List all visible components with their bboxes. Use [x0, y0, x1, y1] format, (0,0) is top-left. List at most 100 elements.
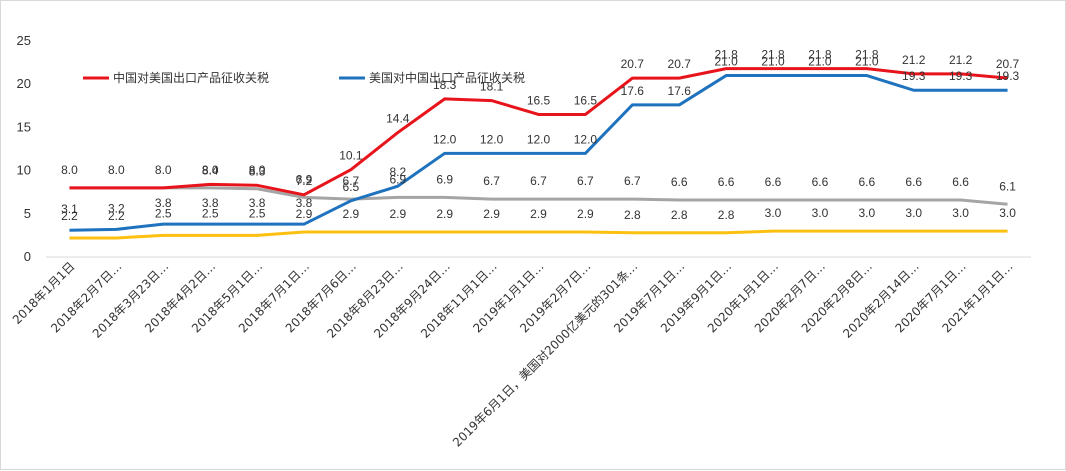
data-label-s0-11: 16.5 [574, 93, 598, 107]
data-label-s2-14: 6.6 [718, 175, 735, 189]
data-label-s1-11: 12.0 [574, 132, 598, 146]
data-label-s0-7: 14.4 [386, 112, 410, 126]
data-label-s0-5: 7.2 [296, 174, 313, 188]
data-label-s1-5: 3.8 [296, 196, 313, 210]
data-label-s1-20: 19.3 [996, 69, 1020, 83]
data-label-s2-0: 8.0 [61, 163, 78, 177]
y-axis: 0 5 10 15 20 25 [17, 33, 31, 264]
data-label-s3-20: 3.0 [999, 206, 1016, 220]
data-label-s3-10: 2.9 [530, 207, 547, 221]
data-label-s0-8: 18.3 [433, 78, 457, 92]
data-label-s0-14: 21.8 [714, 48, 738, 62]
data-label-s1-12: 17.6 [621, 84, 645, 98]
legend-label-0: 中国对美国出口产品征收关税 [113, 70, 269, 85]
data-label-s1-19: 19.3 [949, 69, 973, 83]
data-label-s2-4: 8.0 [249, 163, 266, 177]
data-label-s0-12: 20.7 [621, 57, 645, 71]
data-label-s2-18: 6.6 [905, 175, 922, 189]
data-label-s3-19: 3.0 [952, 206, 969, 220]
data-label-s3-12: 2.8 [624, 208, 641, 222]
data-label-s2-6: 6.7 [343, 174, 360, 188]
data-label-s1-14: 21.0 [714, 55, 738, 69]
series-line-3 [69, 229, 1008, 240]
data-label-s0-17: 21.8 [855, 48, 879, 62]
data-label-s0-13: 20.7 [668, 57, 692, 71]
data-label-s3-13: 2.8 [671, 208, 688, 222]
data-label-s1-9: 12.0 [480, 132, 504, 146]
legend-label-1: 美国对中国出口产品征收关税 [369, 70, 525, 85]
data-label-s1-7: 8.2 [389, 165, 406, 179]
data-label-s2-19: 6.6 [952, 175, 969, 189]
data-label-s0-6: 10.1 [339, 149, 363, 163]
y-tick-label-3: 15 [17, 119, 31, 134]
data-label-s1-4: 3.8 [249, 196, 266, 210]
data-label-s3-14: 2.8 [718, 208, 735, 222]
y-tick-label-0: 0 [24, 249, 31, 264]
data-label-s1-2: 3.8 [155, 196, 172, 210]
data-label-s1-16: 21.0 [808, 55, 832, 69]
data-label-s3-16: 3.0 [812, 206, 829, 220]
data-label-s1-13: 17.6 [668, 84, 692, 98]
data-label-s3-17: 3.0 [858, 206, 875, 220]
data-label-s1-10: 12.0 [527, 132, 551, 146]
data-label-s3-8: 2.9 [436, 207, 453, 221]
data-label-s2-12: 6.7 [624, 174, 641, 188]
series-lines [69, 67, 1008, 240]
data-label-s2-17: 6.6 [858, 175, 875, 189]
y-tick-label-2: 10 [17, 163, 31, 178]
data-label-s2-5: 6.9 [296, 172, 313, 186]
data-label-s2-15: 6.6 [765, 175, 782, 189]
data-label-s0-10: 16.5 [527, 93, 551, 107]
data-label-s0-18: 21.2 [902, 53, 926, 67]
data-label-s3-2: 2.5 [155, 206, 172, 220]
data-label-s0-19: 21.2 [949, 53, 973, 67]
data-label-s0-16: 21.8 [808, 48, 832, 62]
data-label-s3-4: 2.5 [249, 206, 266, 220]
data-label-s1-0: 3.1 [61, 202, 78, 216]
data-label-s1-15: 21.0 [761, 55, 785, 69]
y-tick-label-1: 5 [24, 206, 31, 221]
data-label-s1-18: 19.3 [902, 69, 926, 83]
data-label-s2-7: 6.9 [389, 172, 406, 186]
data-label-s3-1: 2.2 [108, 209, 125, 223]
data-label-s0-3: 8.4 [202, 163, 219, 177]
data-label-s2-3: 8.0 [202, 163, 219, 177]
data-label-s3-0: 2.2 [61, 209, 78, 223]
legend: 中国对美国出口产品征收关税 美国对中国出口产品征收关税 [83, 70, 525, 85]
data-label-s3-6: 2.9 [343, 207, 360, 221]
data-label-s0-15: 21.8 [761, 48, 785, 62]
data-label-s1-6: 6.5 [343, 180, 360, 194]
data-label-s2-8: 6.9 [436, 172, 453, 186]
data-label-s0-4: 8.3 [249, 164, 266, 178]
data-label-s2-10: 6.7 [530, 174, 547, 188]
series-line-1 [69, 74, 1008, 232]
data-label-s3-18: 3.0 [905, 206, 922, 220]
data-label-s1-8: 12.0 [433, 132, 457, 146]
data-label-s2-1: 8.0 [108, 163, 125, 177]
y-tick-label-4: 20 [17, 76, 31, 91]
data-label-s2-9: 6.7 [483, 174, 500, 188]
data-label-s3-9: 2.9 [483, 207, 500, 221]
x-axis: 2018年1月1日2018年2月7日…2018年3月23日…2018年4月2日…… [10, 256, 1031, 450]
data-label-s2-16: 6.6 [812, 175, 829, 189]
data-label-s3-5: 2.9 [296, 207, 313, 221]
y-tick-label-5: 25 [17, 33, 31, 48]
series-line-2 [69, 186, 1008, 206]
data-label-s1-1: 3.2 [108, 201, 125, 215]
data-label-s1-17: 21.0 [855, 55, 879, 69]
series-line-0 [69, 67, 1008, 197]
data-labels: 8.4 8.3 7.2 10.1 14.4 18.3 18.1 16.5 16.5 20.7 20.… [61, 48, 1019, 223]
data-label-s3-11: 2.9 [577, 207, 594, 221]
data-label-s2-13: 6.6 [671, 175, 688, 189]
data-label-s3-3: 2.5 [202, 206, 219, 220]
data-label-s2-11: 6.7 [577, 174, 594, 188]
data-label-s3-7: 2.9 [389, 207, 406, 221]
data-label-s0-20: 20.7 [996, 57, 1020, 71]
data-label-s1-3: 3.8 [202, 196, 219, 210]
data-label-s2-20: 6.1 [999, 179, 1016, 193]
data-label-s3-15: 3.0 [765, 206, 782, 220]
data-label-s2-2: 8.0 [155, 163, 172, 177]
data-label-s0-9: 18.1 [480, 80, 504, 94]
